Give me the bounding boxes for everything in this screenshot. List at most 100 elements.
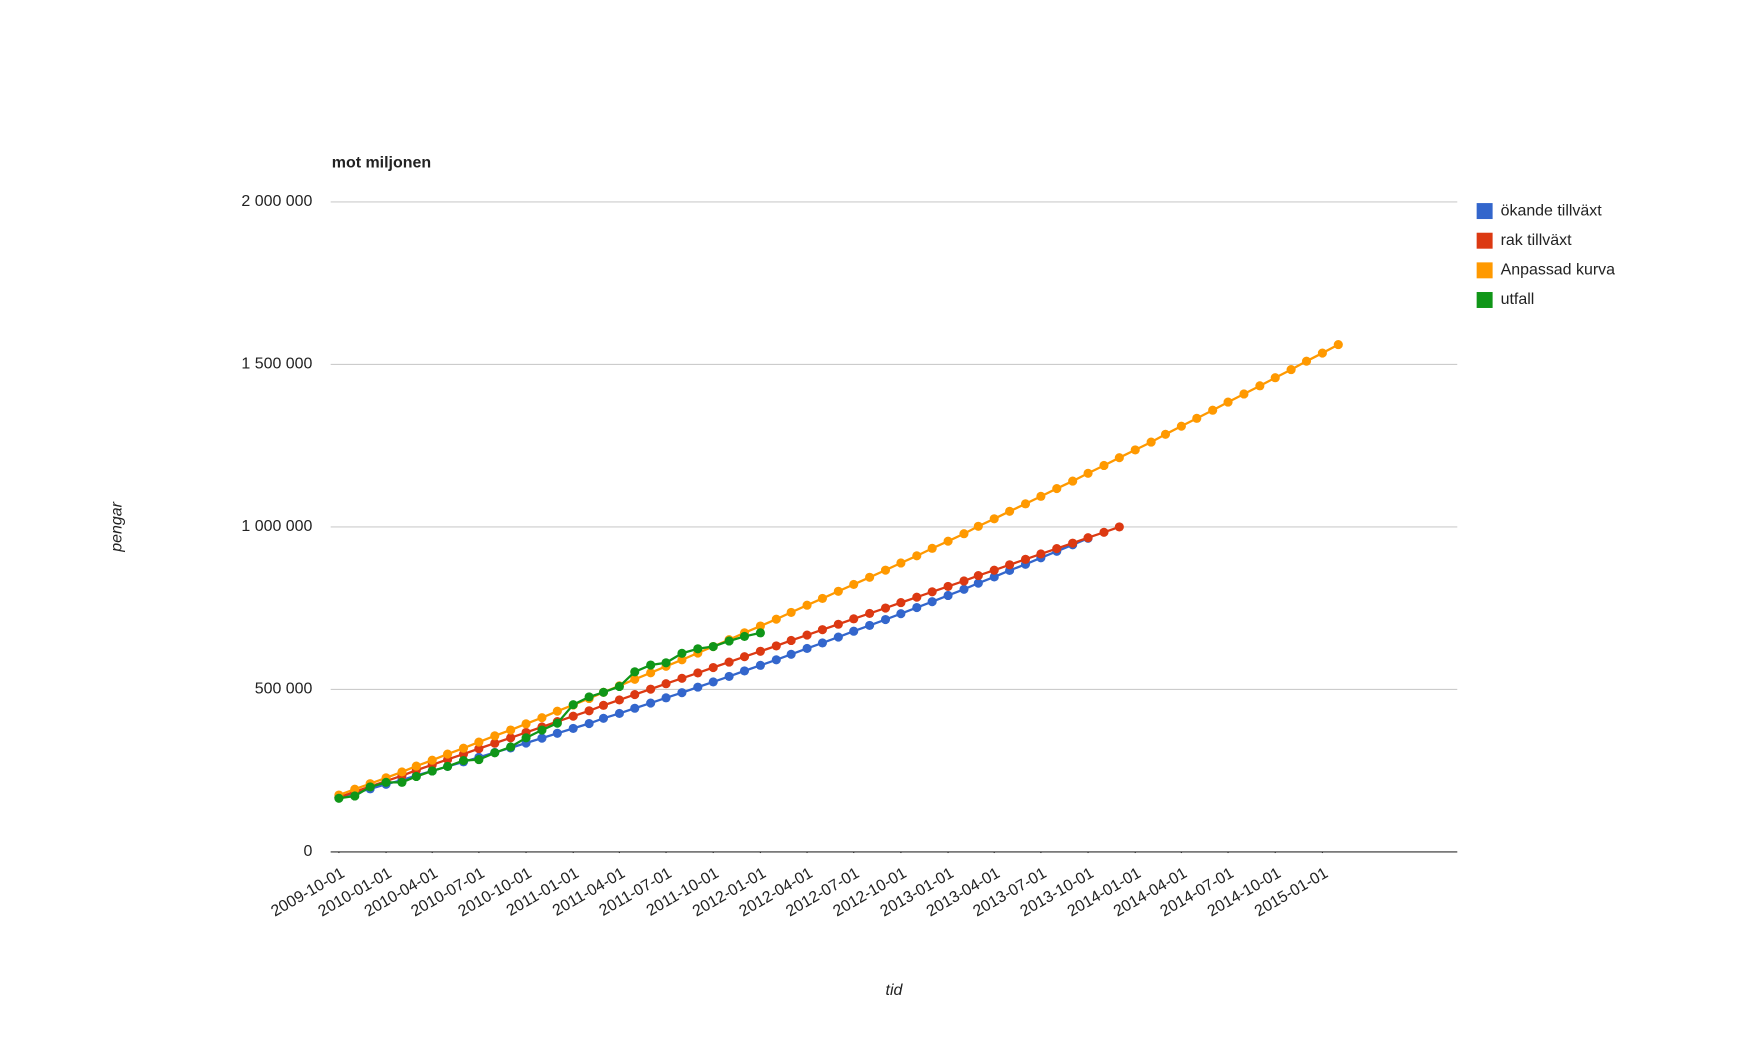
data-point: [677, 648, 687, 658]
data-point: [755, 628, 765, 638]
data-point: [537, 733, 547, 743]
data-point: [833, 586, 843, 596]
data-point: [552, 728, 562, 738]
data-point: [458, 756, 469, 766]
data-point: [584, 718, 594, 729]
data-point: [880, 565, 891, 575]
data-point: [1270, 373, 1280, 383]
data-point: [365, 782, 375, 792]
data-point: [584, 706, 594, 716]
data-point: [381, 777, 391, 787]
data-point: [584, 692, 594, 702]
data-point: [490, 731, 500, 741]
data-point: [896, 598, 906, 608]
data-point: [1005, 560, 1015, 570]
data-point: [1146, 437, 1156, 447]
data-point: [427, 755, 437, 765]
legend-label: utfall: [1501, 291, 1535, 308]
data-point: [677, 688, 687, 698]
series-line: [338, 343, 1339, 797]
data-point: [506, 725, 516, 735]
data-point: [474, 744, 484, 754]
data-point: [943, 536, 953, 546]
data-point: [724, 657, 734, 667]
data-point: [1130, 445, 1140, 455]
data-point: [1176, 421, 1186, 431]
data-point: [865, 608, 875, 618]
data-point: [724, 671, 734, 681]
data-point: [973, 521, 983, 531]
data-point: [912, 551, 922, 561]
data-point: [959, 529, 969, 539]
y-tick-label: 1 000 000: [241, 518, 312, 535]
data-point: [943, 590, 953, 601]
data-point: [739, 631, 750, 641]
data-point: [443, 761, 453, 771]
data-point: [989, 565, 999, 575]
data-point: [411, 761, 421, 771]
data-point: [802, 643, 812, 654]
data-point: [771, 641, 781, 651]
y-axis-label: pengar: [109, 501, 126, 552]
data-point: [630, 703, 640, 713]
data-point: [661, 658, 671, 668]
data-point: [833, 632, 843, 642]
data-point: [896, 609, 906, 619]
data-point: [646, 684, 656, 694]
data-point: [724, 636, 734, 646]
data-point: [1114, 453, 1124, 463]
data-point: [1255, 381, 1265, 391]
data-point: [1083, 468, 1093, 478]
data-point: [614, 695, 624, 705]
data-point: [989, 514, 999, 524]
data-point: [397, 767, 407, 777]
data-point: [677, 655, 687, 665]
data-point: [1333, 340, 1343, 350]
data-point: [755, 660, 765, 670]
data-point: [350, 784, 360, 794]
data-point: [646, 668, 656, 678]
data-point: [1005, 506, 1015, 516]
data-point: [708, 641, 718, 652]
data-point: [350, 791, 360, 801]
data-point: [1052, 543, 1062, 554]
data-point: [521, 719, 531, 729]
data-point: [865, 572, 875, 582]
data-point: [849, 626, 859, 636]
data-point: [817, 625, 828, 635]
data-point: [786, 649, 796, 659]
legend-swatch: [1476, 262, 1493, 279]
data-point: [1068, 538, 1078, 548]
data-point: [896, 558, 906, 568]
data-point: [568, 700, 578, 710]
data-point: [973, 578, 983, 588]
data-point: [1099, 460, 1109, 471]
legend-label: rak tillväxt: [1501, 232, 1572, 249]
data-point: [630, 674, 640, 684]
data-point: [708, 662, 718, 673]
data-point: [739, 652, 750, 662]
data-point: [630, 689, 640, 700]
y-tick-label: 1 500 000: [241, 356, 312, 373]
data-point: [598, 700, 609, 710]
legend-label: Anpassad kurva: [1501, 262, 1616, 279]
data-point: [1020, 554, 1031, 564]
data-point: [1052, 484, 1062, 494]
data-point: [490, 738, 500, 748]
data-point: [598, 713, 609, 723]
data-point: [552, 718, 562, 728]
data-point: [411, 771, 421, 782]
data-point: [693, 668, 703, 678]
data-point: [973, 571, 983, 581]
data-point: [1083, 533, 1093, 543]
data-point: [912, 602, 922, 613]
data-point: [427, 766, 437, 776]
data-point: [614, 708, 624, 719]
data-point: [474, 755, 484, 765]
legend-swatch: [1476, 232, 1493, 249]
data-point: [1192, 413, 1202, 423]
data-point: [817, 593, 828, 603]
data-point: [849, 614, 859, 624]
